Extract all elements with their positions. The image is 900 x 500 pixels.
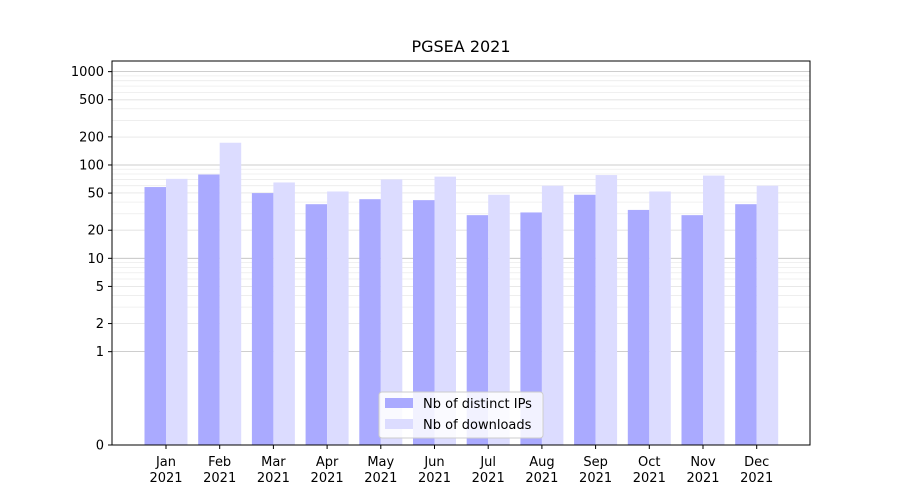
x-tick-label-line: Jul: [479, 455, 496, 470]
y-tick-label: 1: [96, 345, 104, 360]
bar-distinct-ips: [735, 204, 757, 445]
x-tick-label-line: 2021: [364, 471, 397, 486]
x-tick-label-line: Feb: [208, 455, 231, 470]
legend-label: Nb of downloads: [423, 418, 532, 433]
bar-distinct-ips: [359, 199, 381, 445]
x-tick-label-line: Aug: [529, 455, 554, 470]
bar-downloads: [166, 178, 188, 445]
bar-downloads: [488, 194, 510, 445]
y-tick-label: 50: [87, 187, 104, 202]
legend-label: Nb of distinct IPs: [423, 397, 532, 412]
x-tick-label-line: Mar: [261, 455, 286, 470]
x-tick-label-line: 2021: [579, 471, 612, 486]
bar-distinct-ips: [198, 174, 220, 446]
y-tick-label: 2: [96, 317, 104, 332]
bar-downloads: [273, 182, 295, 445]
chart-title: PGSEA 2021: [411, 37, 510, 56]
y-tick-label: 500: [79, 93, 104, 108]
x-tick-label-line: Apr: [316, 455, 339, 470]
x-tick-label-line: 2021: [472, 471, 505, 486]
bar-distinct-ips: [413, 200, 435, 445]
bar-downloads: [756, 185, 779, 445]
x-tick-label-line: 2021: [525, 471, 558, 486]
legend-swatch: [385, 398, 413, 408]
x-tick-label: Jun 2021: [418, 455, 451, 486]
plot-frame: [111, 60, 811, 446]
bar-downloads: [219, 142, 242, 446]
x-tick-label-line: Sep: [583, 455, 608, 470]
x-tick-label-line: 2021: [257, 471, 290, 486]
bar-distinct-ips: [627, 209, 650, 445]
x-tick-label: Sep 2021: [579, 455, 612, 486]
y-tick-label: 200: [79, 130, 104, 145]
x-tick-label: Feb 2021: [203, 455, 236, 486]
bar-downloads: [649, 191, 671, 445]
y-tick-label: 10: [87, 252, 104, 267]
bar-distinct-ips: [144, 187, 166, 445]
bar-downloads: [380, 179, 403, 445]
bar-downloads: [541, 185, 564, 445]
y-tick-label: 1000: [71, 65, 104, 80]
bar-distinct-ips: [574, 194, 596, 445]
x-tick-label: Nov 2021: [686, 455, 719, 486]
x-tick-label: Oct 2021: [633, 455, 666, 486]
bar-downloads: [595, 175, 618, 445]
x-tick-label-line: Dec: [744, 455, 769, 470]
x-tick-label: Aug 2021: [525, 455, 558, 486]
x-tick-label-line: Oct: [638, 455, 660, 470]
x-tick-label-line: May: [367, 455, 394, 470]
x-tick-label: Dec 2021: [740, 455, 773, 486]
bar-distinct-ips: [466, 215, 489, 445]
x-tick-label-line: 2021: [149, 471, 182, 486]
y-tick-label: 20: [87, 224, 104, 239]
x-tick-label-line: 2021: [740, 471, 773, 486]
legend-swatch: [385, 419, 413, 429]
bars: [144, 142, 779, 446]
bar-downloads: [703, 175, 725, 445]
x-tick-label-line: Nov: [690, 455, 716, 470]
x-tick-label: May 2021: [364, 455, 397, 486]
x-tick-label: Apr 2021: [311, 455, 344, 486]
bar-distinct-ips: [251, 193, 274, 445]
bar-downloads: [434, 176, 456, 445]
x-tick-label-line: 2021: [633, 471, 666, 486]
y-tick-label: 0: [96, 439, 104, 454]
bar-distinct-ips: [305, 204, 328, 445]
bar-distinct-ips: [520, 212, 542, 445]
y-axis: 0 1 2 5 10 20 50 100 200 500 1000: [71, 65, 112, 454]
bar-distinct-ips: [681, 215, 703, 445]
x-tick-label-line: Jan: [155, 455, 176, 470]
x-tick-label-line: Jun: [423, 455, 444, 470]
legend: Nb of distinct IPs Nb of downloads: [378, 391, 544, 439]
x-tick-label: Jan 2021: [149, 455, 182, 486]
x-tick-label-line: 2021: [203, 471, 236, 486]
x-tick-label-line: 2021: [311, 471, 344, 486]
y-tick-label: 5: [96, 280, 104, 295]
y-tick-label: 100: [79, 158, 104, 173]
x-tick-label-line: 2021: [686, 471, 719, 486]
bar-downloads: [327, 191, 349, 445]
x-tick-label: Mar 2021: [257, 455, 290, 486]
legend-box: [378, 391, 544, 439]
x-tick-label-line: 2021: [418, 471, 451, 486]
x-tick-label: Jul 2021: [472, 455, 505, 486]
